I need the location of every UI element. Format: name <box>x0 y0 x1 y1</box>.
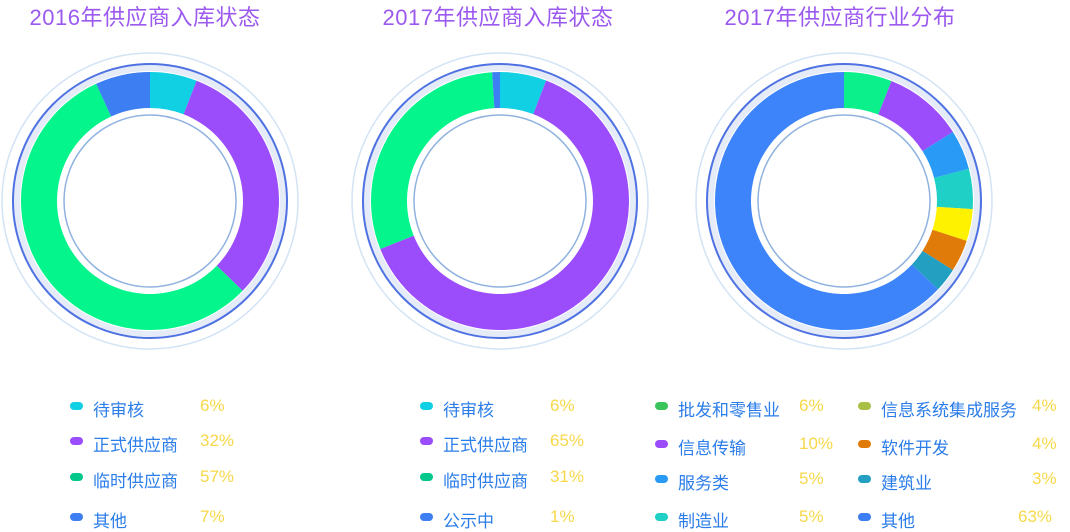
legend-value: 5% <box>799 469 824 488</box>
legend-value: 4% <box>1032 434 1057 453</box>
legend-label: 待审核 <box>93 401 144 420</box>
donut-slice <box>380 80 629 330</box>
donut-slice <box>922 229 967 271</box>
legend-dot <box>858 402 871 410</box>
legend-label: 其他 <box>881 512 915 531</box>
legend-value: 1% <box>550 507 575 526</box>
legend-dot <box>655 475 668 483</box>
legend-dot <box>70 437 83 445</box>
legend-value: 63% <box>1018 507 1053 526</box>
donut-slice <box>492 72 500 109</box>
outer-band-border <box>706 63 982 339</box>
legend-label: 公示中 <box>443 512 494 531</box>
legend-label: 软件开发 <box>881 439 949 458</box>
donut-slice <box>878 81 953 152</box>
outer-halo-ring <box>695 52 993 350</box>
legend-label: 制造业 <box>678 512 729 531</box>
donut-slice <box>96 72 150 117</box>
donut-slice <box>371 72 495 249</box>
legend-dot <box>655 440 668 448</box>
chart-title-2016-status: 2016年供应商入库状态 <box>29 5 261 30</box>
donut-slice <box>500 72 547 115</box>
chart-title-2017-status: 2017年供应商入库状态 <box>382 5 614 30</box>
inner-ring <box>757 114 931 288</box>
inner-ring <box>413 114 587 288</box>
legend-dot <box>655 513 668 521</box>
donut-slice <box>715 72 939 330</box>
legend-label: 服务类 <box>678 474 729 493</box>
legend-value: 6% <box>799 396 824 415</box>
legend-value: 57% <box>200 467 235 486</box>
legend-dot <box>858 440 871 448</box>
legend-label: 临时供应商 <box>93 472 178 491</box>
donut-slice <box>844 72 892 115</box>
legend-value: 6% <box>200 396 225 415</box>
legend-value: 65% <box>550 431 585 450</box>
legend-label: 批发和零售业 <box>678 401 780 420</box>
outer-band-border <box>12 63 288 339</box>
ring-background <box>714 71 974 331</box>
legend-dot <box>70 513 83 521</box>
legend-label: 正式供应商 <box>93 436 178 455</box>
legend-dot <box>420 402 433 410</box>
legend-label: 正式供应商 <box>443 436 528 455</box>
donut-slice <box>934 168 973 210</box>
donut-chart-2017-industry <box>695 52 993 350</box>
legend-dot <box>70 402 83 410</box>
legend-value: 5% <box>799 507 824 526</box>
donut-slice <box>932 206 973 241</box>
legend-value: 10% <box>799 434 834 453</box>
ring-background <box>20 71 280 331</box>
donut-chart-2016-status <box>1 52 299 350</box>
legend-value: 31% <box>550 467 585 486</box>
inner-ring <box>63 114 237 288</box>
ring-background <box>370 71 630 331</box>
legend-value: 4% <box>1032 396 1057 415</box>
legend-label: 其他 <box>93 512 127 531</box>
legend-value: 7% <box>200 507 225 526</box>
chart-title-2017-industry: 2017年供应商行业分布 <box>724 5 956 30</box>
legend-label: 信息系统集成服务 <box>881 401 1017 420</box>
legend-dot <box>858 513 871 521</box>
legend-label: 待审核 <box>443 401 494 420</box>
donut-slice <box>922 131 969 178</box>
donut-chart-2017-status <box>351 52 649 350</box>
legend-label: 信息传输 <box>678 439 746 458</box>
legend-value: 32% <box>200 431 235 450</box>
legend-dot <box>420 437 433 445</box>
legend-dot <box>655 402 668 410</box>
donut-slice <box>183 80 279 291</box>
donut-slice <box>911 250 953 290</box>
legend-value: 6% <box>550 396 575 415</box>
legend-dot <box>858 475 871 483</box>
legend-dot <box>420 473 433 481</box>
legend-dot <box>70 473 83 481</box>
outer-halo-ring <box>351 52 649 350</box>
donut-slice <box>20 83 243 330</box>
outer-band-border <box>362 63 638 339</box>
outer-halo-ring <box>1 52 299 350</box>
legend-label: 临时供应商 <box>443 472 528 491</box>
legend-dot <box>420 513 433 521</box>
legend-label: 建筑业 <box>881 474 932 493</box>
legend-value: 3% <box>1032 469 1057 488</box>
donut-slice <box>150 72 197 115</box>
